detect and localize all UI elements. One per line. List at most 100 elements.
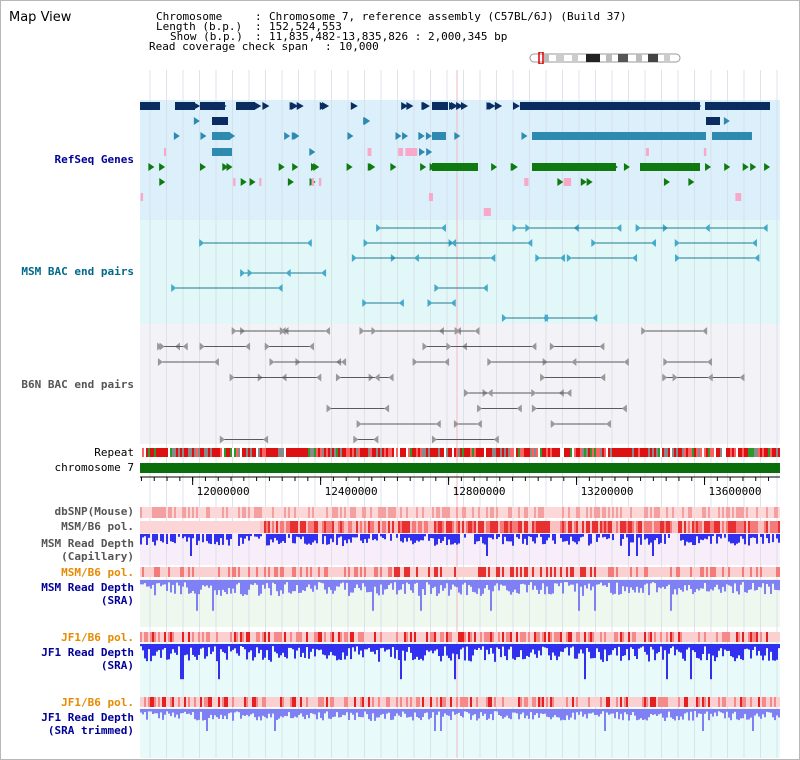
- jf1-depth-trim-bar: [610, 709, 612, 714]
- msm-pol-strip: [754, 521, 756, 533]
- jf1-depth-trim-bar: [240, 709, 242, 719]
- repeat-segment: [240, 448, 242, 457]
- repeat-segment: [738, 448, 740, 457]
- info-chromosome-value: Chromosome 7, reference assembly (C57BL/…: [269, 10, 627, 23]
- msm-depth-cap-bar: [364, 534, 366, 540]
- jf1-pol2-strip: [470, 697, 472, 707]
- msm-bac-end: [285, 269, 291, 277]
- msm-depth-sra-bar: [596, 580, 598, 585]
- jf1-depth-sra-bar: [472, 644, 474, 656]
- track-label-refseq[interactable]: RefSeq Genes: [54, 153, 134, 166]
- jf1-depth-trim-bar: [290, 709, 292, 719]
- jf1-pol-strip: [278, 632, 280, 642]
- track-label-msm-depth-sra-1[interactable]: MSM Read Depth: [41, 581, 134, 594]
- track-label-jf1-b6-pol[interactable]: JF1/B6 pol.: [61, 631, 134, 644]
- jf1-depth-sra-bar: [778, 644, 780, 649]
- dbsnp-strip: [458, 507, 460, 518]
- msm-depth-sra-bar: [698, 580, 700, 591]
- msm-depth-cap-bar: [446, 534, 448, 545]
- repeat-segment: [338, 448, 340, 457]
- jf1-pol2-strip: [496, 697, 498, 707]
- jf1-pol-strip: [356, 632, 358, 642]
- refseq-pink-mark: [735, 193, 742, 201]
- msm-pol2-strip: [662, 567, 664, 577]
- msm-depth-sra-bar: [156, 580, 158, 584]
- track-label-b6n-bac[interactable]: B6N BAC end pairs: [21, 378, 134, 391]
- track-label-jf1-depth-trim-1[interactable]: JF1 Read Depth: [41, 711, 134, 724]
- dbsnp-strip: [392, 507, 394, 518]
- refseq-gene-arrow: [363, 117, 370, 125]
- msm-depth-cap-bar: [748, 534, 750, 546]
- msm-depth-sra-bar: [464, 580, 466, 583]
- track-label-dbsnp[interactable]: dbSNP(Mouse): [54, 505, 134, 518]
- msm-pol2-strip: [312, 567, 314, 577]
- jf1-pol2-strip: [358, 697, 360, 707]
- jf1-depth-sra-bar: [490, 644, 492, 648]
- dbsnp-strip: [408, 507, 410, 518]
- msm-depth-cap-bar: [422, 534, 424, 541]
- track-label-repeat[interactable]: Repeat: [94, 446, 134, 459]
- repeat-segment: [556, 448, 558, 457]
- track-label-msm-depth-cap-1[interactable]: MSM Read Depth: [41, 537, 134, 550]
- msm-depth-cap-bar: [336, 534, 338, 545]
- msm-depth-sra-bar: [460, 580, 462, 595]
- jf1-depth-trim-bar: [310, 709, 312, 714]
- jf1-pol2-strip: [208, 697, 210, 707]
- msm-depth-sra-bar: [622, 580, 624, 587]
- msm-depth-sra-bar: [192, 580, 194, 591]
- jf1-pol-strip: [486, 632, 488, 642]
- msm-depth-sra-bar: [282, 580, 284, 594]
- chromosome-ideogram[interactable]: [528, 52, 684, 64]
- jf1-depth-sra-bar: [232, 644, 234, 650]
- jf1-pol2-strip: [662, 697, 664, 707]
- jf1-depth-sra-bar: [776, 644, 778, 660]
- msm-pol-strip: [196, 521, 198, 533]
- dbsnp-strip: [536, 507, 538, 518]
- track-label-jf1-depth-sra-1[interactable]: JF1 Read Depth: [41, 646, 134, 659]
- dbsnp-strip: [560, 507, 562, 518]
- msm-depth-sra-bar: [608, 580, 610, 583]
- msm-depth-sra-bar: [494, 580, 496, 586]
- msm-pol-strip: [632, 521, 634, 533]
- msm-depth-cap-bar: [408, 534, 410, 538]
- msm-depth-sra-bar: [548, 580, 550, 594]
- track-label-msm-b6-pol-2[interactable]: MSM/B6 pol.: [61, 566, 134, 579]
- msm-pol2-strip: [476, 567, 478, 577]
- track-label-msm-b6-pol[interactable]: MSM/B6 pol.: [61, 520, 134, 533]
- msm-depth-cap-bar: [382, 534, 384, 538]
- msm-pol2-strip: [586, 567, 588, 577]
- msm-pol-strip: [326, 521, 328, 533]
- dbsnp-strip: [530, 507, 532, 518]
- jf1-pol-strip: [454, 632, 456, 642]
- repeat-segment: [450, 448, 452, 457]
- dbsnp-strip: [394, 507, 396, 518]
- msm-pol-strip: [562, 521, 564, 533]
- msm-pol2-strip: [382, 567, 384, 577]
- track-label-jf1-b6-pol-2[interactable]: JF1/B6 pol.: [61, 696, 134, 709]
- jf1-pol-strip: [746, 632, 748, 642]
- jf1-depth-trim-bar: [466, 709, 468, 713]
- repeat-segment: [390, 448, 392, 457]
- jf1-pol2-strip: [562, 697, 564, 707]
- track-label-msm-bac[interactable]: MSM BAC end pairs: [21, 265, 134, 278]
- msm-pol-strip: [218, 521, 220, 533]
- refseq-gene-arrow: [750, 163, 757, 171]
- jf1-depth-sra-bar: [414, 644, 416, 660]
- jf1-pol2-strip: [544, 697, 546, 707]
- dbsnp-strip: [610, 507, 612, 518]
- msm-pol2-strip: [704, 567, 706, 577]
- msm-pol2-strip: [364, 567, 366, 577]
- dbsnp-strip: [744, 507, 746, 518]
- msm-pol-strip: [178, 521, 180, 533]
- msm-pol2-strip: [450, 567, 452, 577]
- repeat-segment: [174, 448, 176, 457]
- jf1-depth-sra-bar: [540, 644, 542, 656]
- msm-pol2-strip: [180, 567, 182, 577]
- jf1-pol2-strip: [340, 697, 342, 707]
- repeat-segment: [406, 448, 408, 457]
- msm-pol2-strip: [430, 567, 432, 577]
- jf1-pol2-strip: [678, 697, 680, 707]
- jf1-pol2-strip: [504, 697, 506, 707]
- repeat-segment: [276, 448, 278, 457]
